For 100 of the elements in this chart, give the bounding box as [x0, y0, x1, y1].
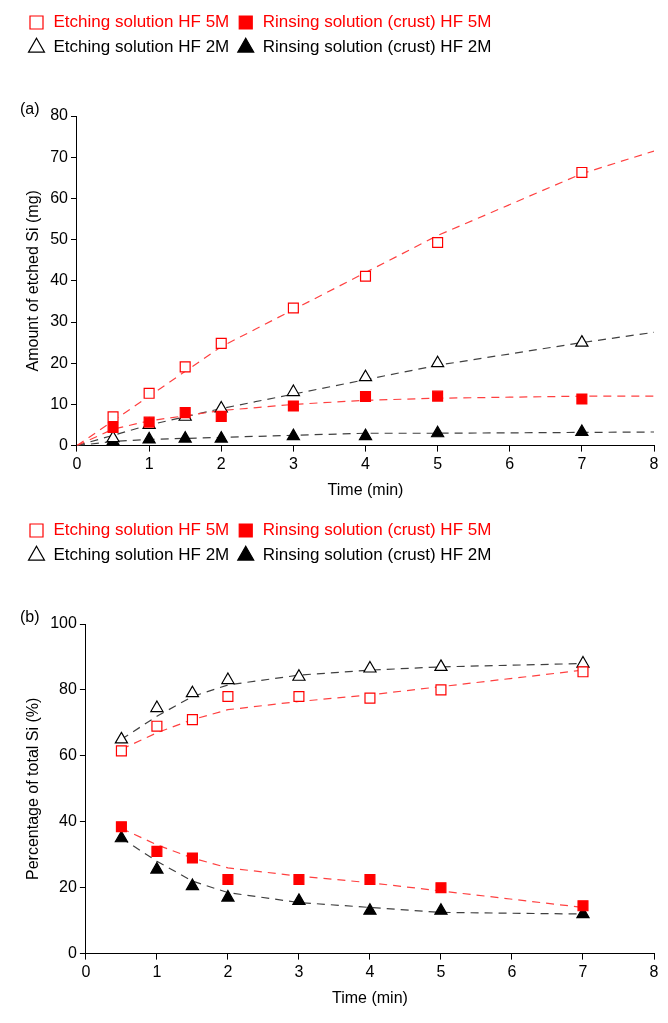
y-tick-label: 20 [50, 353, 69, 371]
point [115, 821, 127, 833]
point [287, 400, 299, 412]
legend-label: Rinsing solution (crust) HF 5M [262, 520, 492, 540]
point [151, 720, 163, 732]
x-tick-label: 5 [436, 962, 446, 980]
y-tick-label: 40 [50, 271, 69, 289]
x-tick-label: 3 [294, 962, 304, 980]
point [286, 384, 301, 397]
point [432, 236, 444, 249]
point [575, 335, 589, 347]
x-tick-label: 7 [578, 962, 588, 980]
y-tick-label: 30 [50, 312, 69, 330]
legend-label: Etching solution HF 2M [53, 545, 230, 565]
point [364, 692, 376, 704]
point [179, 361, 191, 373]
point [576, 393, 588, 405]
x-tick-label: 6 [507, 962, 517, 980]
point [114, 830, 129, 843]
legend-label: Rinsing solution (crust) HF 2M [262, 545, 492, 565]
x-tick-label: 7 [577, 454, 587, 472]
legend-label: Rinsing solution (crust) HF 5M [262, 12, 492, 32]
legend-label: Etching solution HF 5M [53, 520, 230, 540]
point [143, 387, 155, 399]
point [363, 903, 377, 915]
point [364, 873, 376, 885]
point [287, 302, 299, 314]
y-tick-label: 0 [59, 436, 69, 454]
point [434, 903, 448, 915]
legend-label: Rinsing solution (crust) HF 2M [262, 37, 492, 57]
point [292, 669, 306, 681]
point [221, 889, 235, 902]
y-tick-label: 70 [50, 147, 69, 165]
point [114, 731, 129, 744]
point [358, 428, 373, 441]
x-tick-label: 6 [505, 454, 515, 472]
x-tick-label: 8 [649, 962, 659, 980]
y-tick-label: 0 [67, 944, 77, 962]
point [222, 690, 234, 703]
point [107, 421, 119, 434]
x-tick-label: 0 [81, 962, 91, 980]
y-tick-label: 60 [59, 746, 77, 764]
x-tick-label: 4 [365, 962, 375, 980]
point [150, 861, 164, 874]
point [359, 270, 372, 282]
point [363, 660, 377, 673]
x-tick-label: 8 [649, 454, 659, 472]
x-tick-label: 4 [361, 454, 371, 472]
point [142, 431, 156, 444]
x-axis-title: Time (min) [327, 480, 404, 498]
point [577, 666, 589, 678]
point [178, 431, 192, 443]
point [430, 425, 445, 438]
legend-label: Etching solution HF 5M [53, 12, 230, 32]
x-tick-label: 1 [144, 454, 154, 472]
point [430, 355, 445, 368]
point [185, 878, 200, 891]
y-tick-label: 10 [50, 394, 69, 412]
text: (b) [20, 608, 40, 626]
y-axis-title: Percentage of total Si (%) [24, 697, 42, 880]
point [186, 852, 198, 864]
y-tick-label: 100 [50, 614, 77, 632]
point [186, 714, 198, 726]
point [151, 845, 163, 857]
point [214, 431, 228, 443]
y-axis-title: Amount of etched Si (mg) [24, 190, 42, 372]
point [576, 166, 588, 178]
x-tick-label: 2 [223, 962, 233, 980]
point [222, 873, 234, 885]
x-tick-label: 5 [433, 454, 443, 472]
point [293, 873, 305, 885]
point [185, 685, 200, 698]
x-tick-label: 2 [216, 454, 226, 472]
point [115, 745, 127, 757]
point [150, 700, 164, 713]
y-tick-label: 80 [59, 680, 77, 698]
text: (a) [20, 100, 40, 118]
x-tick-label: 3 [288, 454, 298, 472]
legend-label: Etching solution HF 2M [53, 37, 230, 57]
y-tick-label: 50 [50, 230, 69, 248]
point [215, 410, 227, 422]
point [292, 893, 306, 905]
x-axis-title: Time (min) [332, 988, 408, 1006]
y-tick-label: 20 [59, 878, 77, 896]
point [435, 684, 447, 696]
point [434, 659, 448, 671]
point [221, 672, 235, 685]
point [358, 369, 373, 382]
point [215, 337, 227, 349]
y-tick-label: 40 [59, 812, 77, 830]
point [359, 391, 372, 403]
point [286, 428, 301, 441]
point [435, 882, 447, 894]
y-tick-label: 80 [50, 106, 69, 124]
point [432, 390, 444, 402]
y-tick-label: 60 [50, 188, 69, 206]
x-tick-label: 1 [152, 962, 162, 980]
point [293, 690, 305, 703]
point [575, 424, 589, 437]
point [577, 900, 589, 912]
